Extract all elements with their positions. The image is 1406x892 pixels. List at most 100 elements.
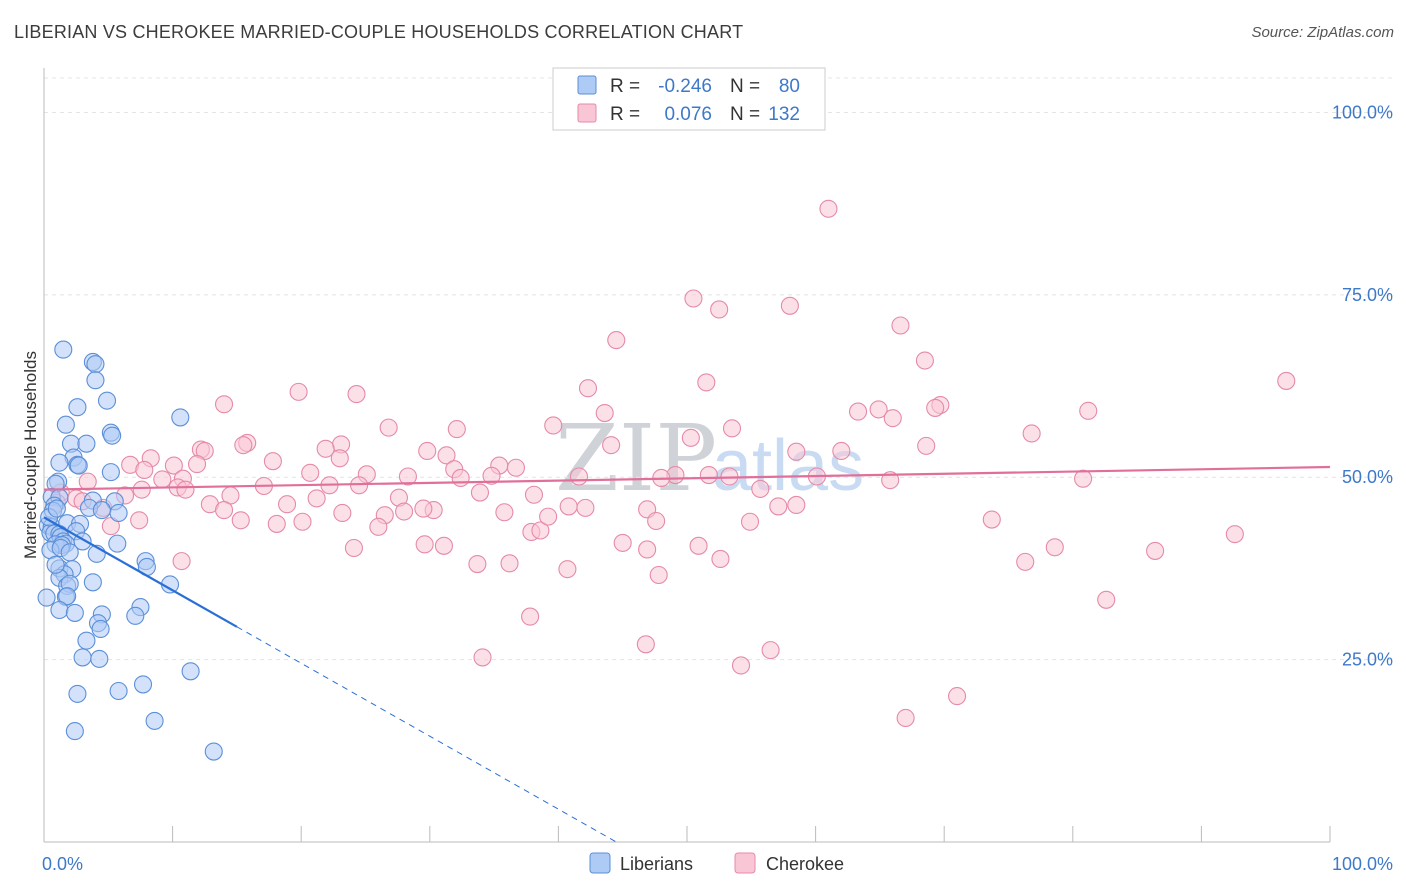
point-cherokee-8 — [697, 373, 716, 392]
trend-lines — [43, 465, 1331, 843]
point-cherokee-118 — [761, 641, 780, 660]
x-axis-ticks — [43, 826, 1331, 842]
point-cherokee-77 — [307, 489, 326, 508]
point-liberians-9 — [103, 426, 122, 445]
series-liberians-points — [37, 340, 223, 761]
point-cherokee-59 — [1074, 469, 1093, 488]
point-cherokee-88 — [576, 498, 595, 517]
legend-r-label-liberians: R = — [610, 76, 640, 97]
point-cherokee-106 — [1045, 538, 1064, 557]
point-cherokee-101 — [344, 538, 363, 558]
point-cherokee-95 — [369, 517, 388, 536]
point-cherokee-68 — [751, 479, 770, 498]
point-liberians-3 — [86, 371, 105, 390]
watermark-atlas: atlas — [712, 426, 864, 506]
trend-line-liberians — [43, 516, 238, 628]
point-cherokee-47 — [135, 460, 154, 479]
point-cherokee-33 — [316, 439, 335, 458]
point-cherokee-55 — [699, 465, 718, 485]
point-cherokee-96 — [647, 511, 666, 531]
point-cherokee-109 — [172, 552, 191, 571]
point-cherokee-15 — [869, 400, 888, 419]
point-cherokee-131 — [613, 533, 632, 552]
point-liberians-68 — [181, 662, 200, 681]
point-liberians-71 — [68, 684, 87, 703]
point-liberians-67 — [90, 649, 109, 668]
point-liberians-70 — [109, 681, 128, 701]
point-liberians-79 — [47, 499, 66, 518]
legend-n-label-liberians: N = — [730, 76, 760, 97]
point-cherokee-34 — [418, 441, 437, 461]
point-cherokee-3 — [710, 300, 729, 319]
correlation-legend: R = -0.246 N = 80 R = 0.076 N = 132 — [552, 67, 826, 131]
point-liberians-43 — [108, 534, 127, 553]
point-cherokee-107 — [1225, 525, 1244, 544]
point-liberians-7 — [171, 408, 190, 427]
point-cherokee-115 — [1097, 590, 1116, 609]
point-liberians-76 — [46, 555, 65, 574]
point-cherokee-97 — [982, 510, 1001, 529]
point-cherokee-41 — [164, 456, 183, 475]
point-cherokee-50 — [398, 467, 417, 486]
point-cherokee-22 — [447, 420, 466, 439]
point-liberians-66 — [73, 648, 92, 667]
point-cherokee-10 — [289, 382, 308, 401]
point-cherokee-120 — [731, 656, 751, 675]
point-liberians-59 — [50, 600, 69, 620]
trend-line-cherokee — [43, 465, 1331, 491]
bottom-legend-label-cherokee: Cherokee — [766, 854, 844, 874]
point-cherokee-37 — [787, 442, 806, 461]
y-tick-label-75: 75.0% — [1342, 285, 1393, 305]
point-liberians-2 — [86, 355, 105, 374]
point-cherokee-102 — [638, 540, 657, 559]
point-cherokee-1 — [684, 289, 703, 308]
x-tick-label-min: 0.0% — [42, 854, 83, 874]
point-cherokee-93 — [267, 514, 286, 533]
point-cherokee-17 — [848, 402, 868, 421]
point-cherokee-4 — [891, 316, 910, 335]
point-liberians-62 — [126, 606, 145, 625]
y-tick-label-50: 50.0% — [1342, 467, 1393, 487]
point-cherokee-73 — [470, 483, 490, 502]
point-cherokee-84 — [769, 497, 788, 516]
legend-r-value-cherokee: 0.076 — [664, 104, 712, 125]
legend-r-value-liberians: -0.246 — [658, 76, 712, 97]
legend-n-label-cherokee: N = — [730, 104, 760, 125]
legend-swatch-liberians — [577, 75, 597, 95]
point-cherokee-114 — [649, 565, 668, 585]
point-liberians-56 — [58, 587, 77, 606]
gridlines — [44, 77, 1392, 661]
point-cherokee-110 — [468, 555, 487, 574]
point-cherokee-5 — [607, 331, 626, 350]
legend-n-value-cherokee: 132 — [768, 104, 800, 125]
point-cherokee-9 — [578, 379, 598, 398]
point-cherokee-29 — [917, 436, 936, 455]
point-cherokee-98 — [740, 512, 760, 531]
point-cherokee-42 — [187, 455, 207, 474]
point-cherokee-65 — [176, 480, 195, 499]
point-cherokee-83 — [495, 503, 514, 522]
point-cherokee-14 — [926, 398, 945, 417]
point-cherokee-113 — [1016, 552, 1035, 571]
point-cherokee-111 — [500, 554, 519, 573]
legend-box — [552, 67, 826, 131]
point-cherokee-16 — [1079, 401, 1098, 420]
point-cherokee-45 — [506, 458, 526, 477]
point-liberians-74 — [204, 742, 223, 761]
point-cherokee-2 — [780, 296, 799, 315]
point-cherokee-85 — [333, 503, 352, 523]
y-tick-labels: 25.0% 50.0% 75.0% 100.0% — [1332, 102, 1393, 669]
bottom-legend-swatch-cherokee — [734, 852, 756, 874]
point-cherokee-116 — [521, 607, 540, 626]
point-liberians-64 — [91, 619, 110, 639]
point-cherokee-103 — [689, 536, 708, 555]
x-tick-label-max: 100.0% — [1332, 854, 1393, 874]
point-cherokee-128 — [414, 499, 433, 518]
point-cherokee-39 — [263, 452, 282, 471]
legend-n-value-liberians: 80 — [779, 76, 800, 97]
point-liberians-16 — [101, 463, 120, 482]
point-cherokee-64 — [132, 480, 151, 499]
point-cherokee-60 — [153, 470, 172, 489]
point-cherokee-48 — [301, 463, 320, 482]
bottom-legend-swatch-liberians — [589, 852, 611, 874]
